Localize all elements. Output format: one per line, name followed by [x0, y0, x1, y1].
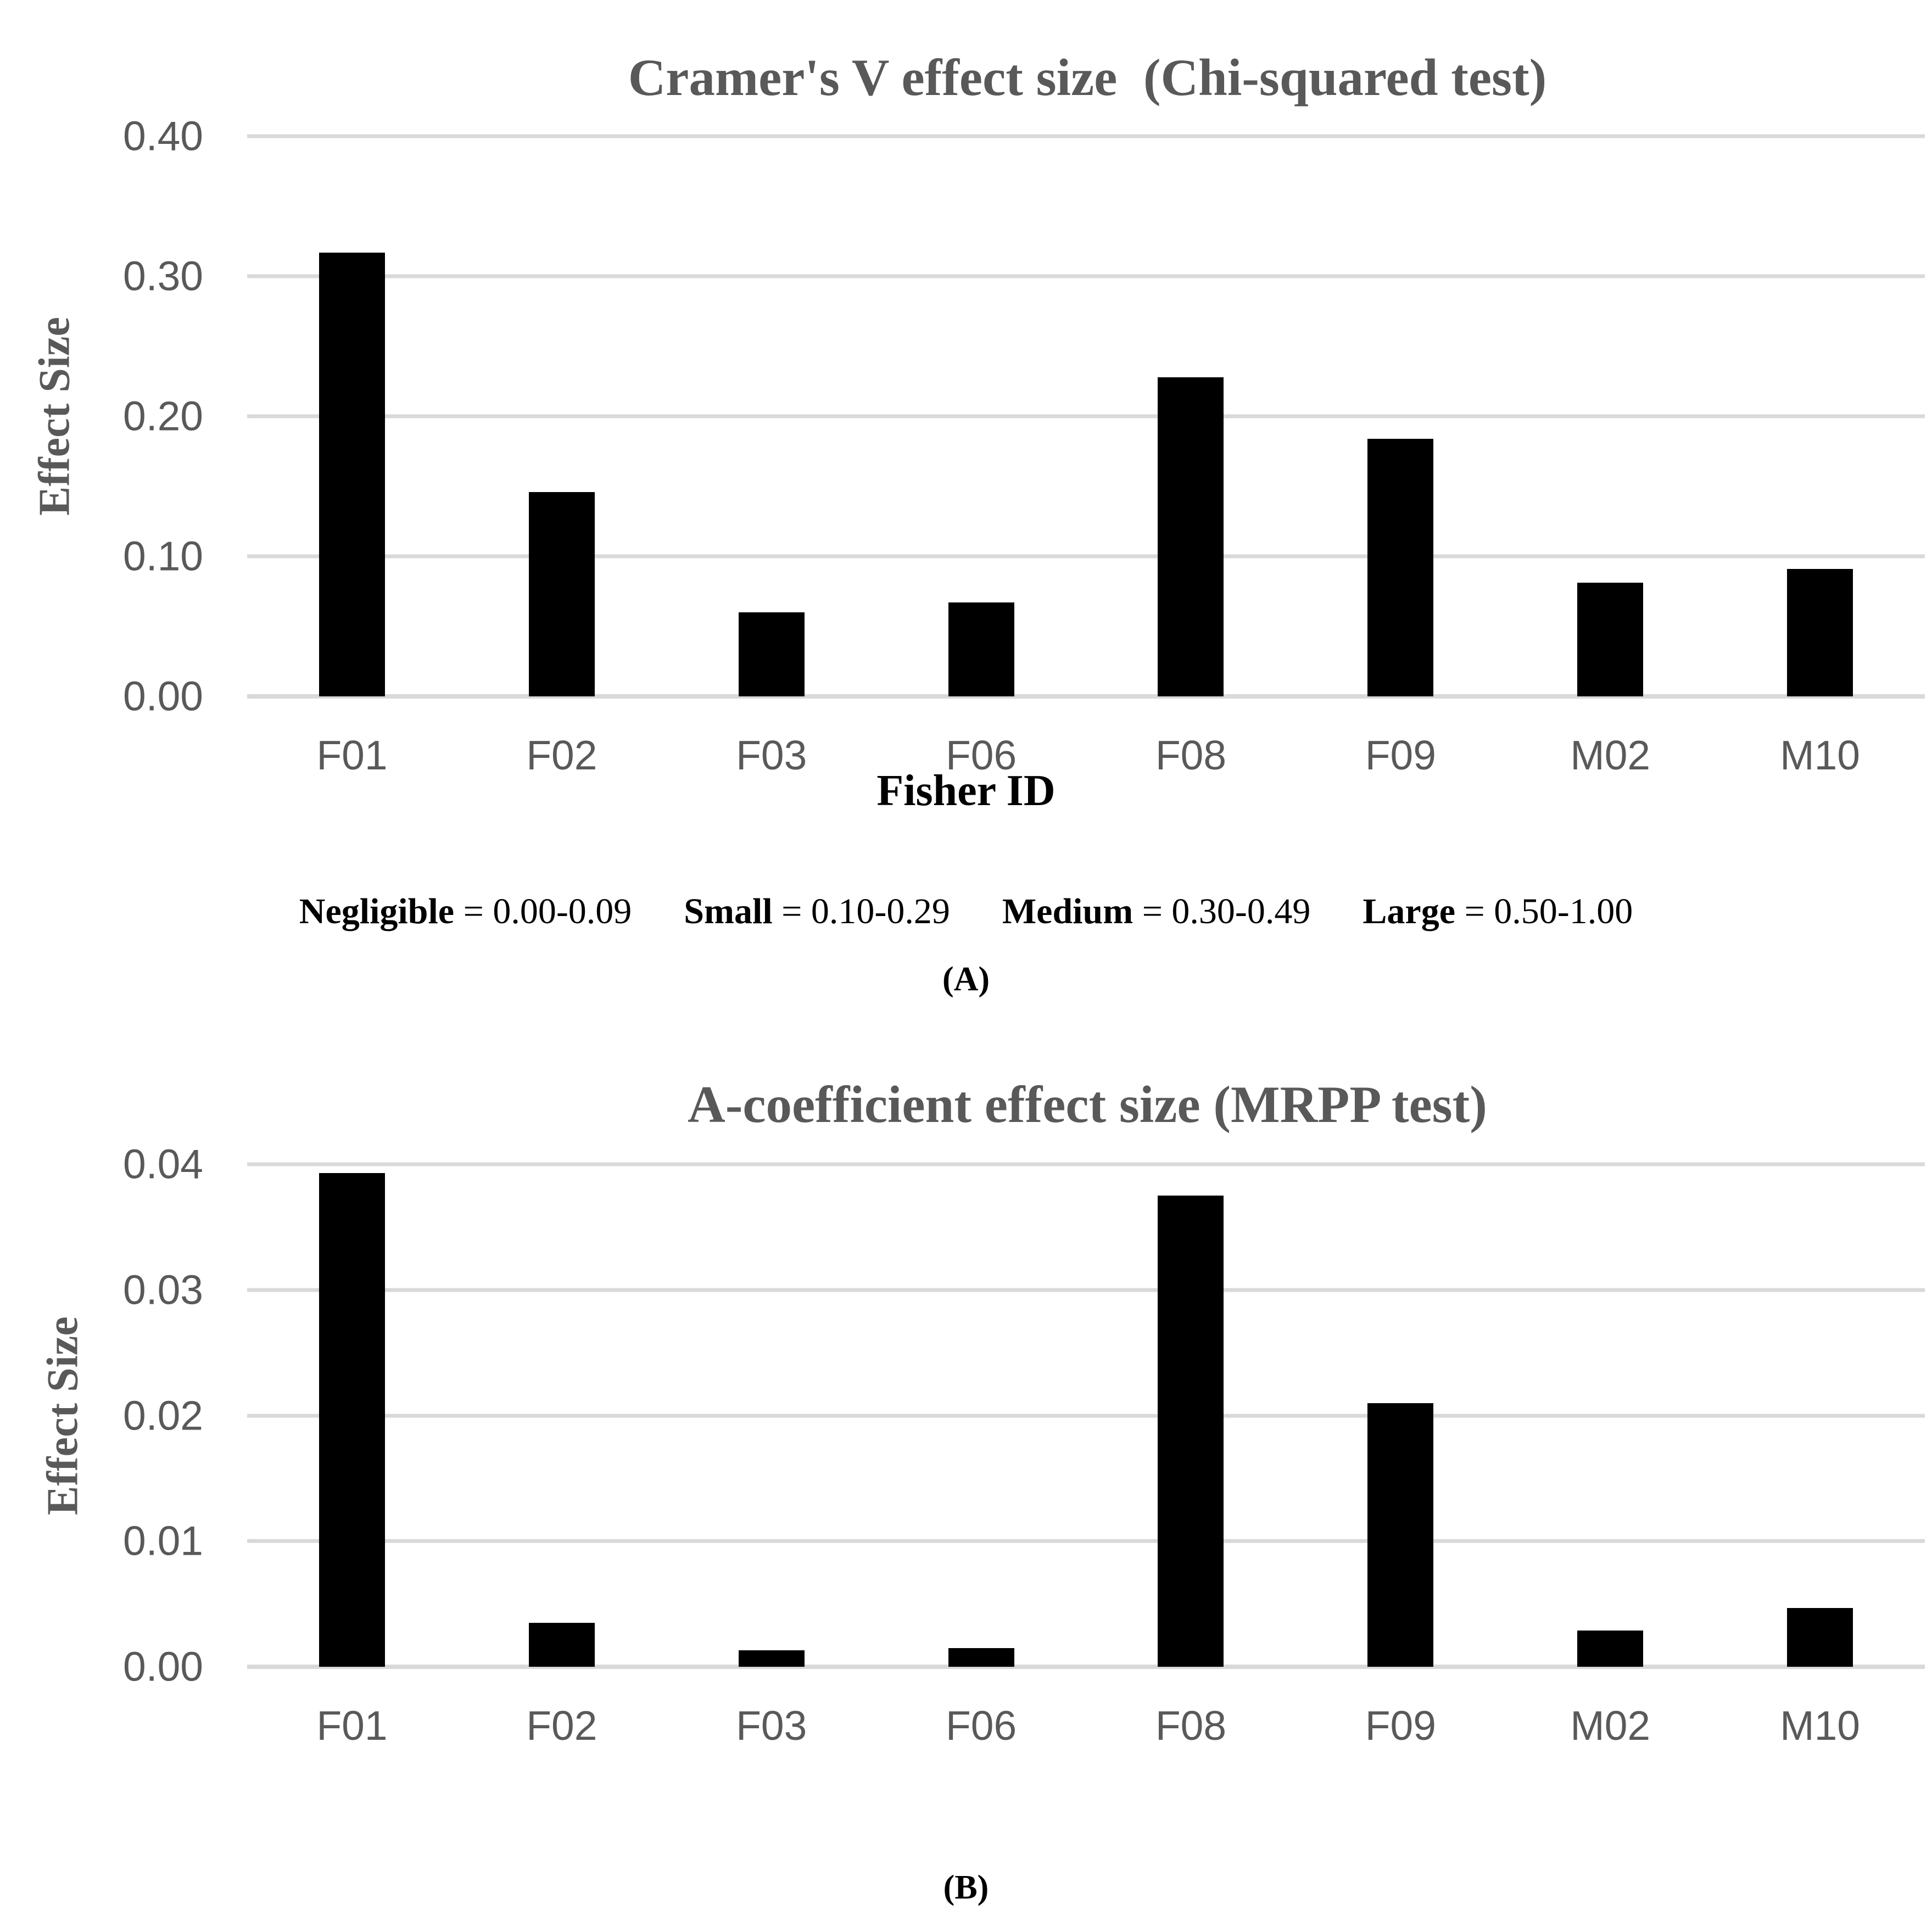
- y-tick-label: 0.00: [123, 673, 203, 719]
- bar-M10: [1787, 1607, 1853, 1667]
- x-tick-label: F02: [526, 1702, 598, 1749]
- x-axis-line: [247, 694, 1925, 699]
- x-tick-label: F01: [316, 732, 388, 778]
- gridline: [247, 1288, 1925, 1292]
- x-tick-label: M02: [1570, 1702, 1651, 1749]
- y-tick-label: 0.20: [123, 393, 203, 439]
- bar-F06: [948, 602, 1014, 696]
- chart-a-title: Cramer's V effect size (Chi-squared test…: [628, 48, 1547, 107]
- chart-b-y-axis-title: Effect Size: [38, 1316, 87, 1516]
- bar-F01: [319, 1173, 385, 1667]
- chart-b-title: A-coefficient effect size (MRPP test): [688, 1075, 1487, 1134]
- legend-item-large: Large = 0.50-1.00: [1363, 891, 1633, 933]
- x-tick-label: F08: [1155, 1702, 1227, 1749]
- panel-label-b: (B): [943, 1869, 989, 1906]
- x-axis-line: [247, 1665, 1925, 1669]
- effect-size-legend: Negligible = 0.00-0.09 Small = 0.10-0.29…: [0, 891, 1932, 933]
- chart-a-y-axis-title: Effect Size: [30, 316, 79, 516]
- legend-range: = 0.30-0.49: [1142, 891, 1311, 931]
- y-tick-label: 0.02: [123, 1392, 203, 1438]
- chart-a-plot-area: 0.00 0.10 0.20 0.30 0.40 F01 F02 F03 F06 F08 F09 M0…: [123, 115, 1925, 776]
- gridline: [247, 1414, 1925, 1417]
- y-tick-label: 0.30: [123, 253, 203, 299]
- bar-F09: [1367, 438, 1434, 696]
- chart-a-x-axis-title: Fisher ID: [876, 767, 1056, 815]
- legend-item-negligible: Negligible = 0.00-0.09: [299, 891, 632, 933]
- legend-term: Medium: [1002, 891, 1133, 931]
- legend-term: Large: [1363, 891, 1455, 931]
- y-tick-label: 0.40: [123, 113, 203, 159]
- gridline: [247, 1162, 1925, 1166]
- bar-F03: [738, 1650, 805, 1667]
- y-tick-label: 0.10: [123, 533, 203, 579]
- x-tick-label: F03: [736, 732, 807, 778]
- legend-item-medium: Medium = 0.30-0.49: [1002, 891, 1311, 933]
- legend-range: = 0.10-0.29: [781, 891, 950, 931]
- gridline: [247, 554, 1925, 559]
- x-tick-label: F06: [945, 732, 1017, 778]
- gridline: [247, 134, 1925, 138]
- gridline: [247, 1539, 1925, 1543]
- bar-M02: [1577, 1630, 1644, 1667]
- x-tick-label: M10: [1780, 732, 1861, 778]
- x-tick-label: M02: [1570, 732, 1651, 778]
- legend-term: Small: [684, 891, 773, 931]
- y-tick-label: 0.01: [123, 1517, 203, 1564]
- gridline: [247, 414, 1925, 418]
- panel-label-a: (A): [942, 961, 990, 998]
- y-tick-label: 0.04: [123, 1141, 203, 1187]
- x-tick-label: F03: [736, 1702, 807, 1749]
- bar-F02: [528, 1622, 595, 1667]
- x-tick-label: F02: [526, 732, 598, 778]
- bar-M02: [1577, 583, 1644, 696]
- legend-range: = 0.00-0.09: [463, 891, 632, 931]
- x-tick-label: F06: [945, 1702, 1017, 1749]
- x-tick-label: F09: [1365, 1702, 1436, 1749]
- bar-F03: [738, 612, 805, 696]
- y-tick-label: 0.00: [123, 1643, 203, 1690]
- y-tick-label: 0.03: [123, 1266, 203, 1313]
- bar-F02: [528, 492, 595, 696]
- chart-b-plot-area: 0.00 0.01 0.02 0.03 0.04 F01 F02 F03 F06 F08 F09 M0…: [123, 1143, 1925, 1746]
- x-tick-label: F01: [316, 1702, 388, 1749]
- x-tick-label: F09: [1365, 732, 1436, 778]
- bar-F01: [319, 252, 385, 696]
- legend-range: = 0.50-1.00: [1464, 891, 1633, 931]
- legend-item-small: Small = 0.10-0.29: [684, 891, 950, 933]
- bar-F08: [1158, 1196, 1224, 1667]
- bar-F06: [948, 1648, 1014, 1667]
- bar-M10: [1787, 568, 1853, 696]
- legend-term: Negligible: [299, 891, 455, 931]
- gridline: [247, 274, 1925, 278]
- x-tick-label: M10: [1780, 1702, 1861, 1749]
- x-tick-label: F08: [1155, 732, 1227, 778]
- bar-F08: [1158, 377, 1224, 696]
- bar-F09: [1367, 1403, 1434, 1667]
